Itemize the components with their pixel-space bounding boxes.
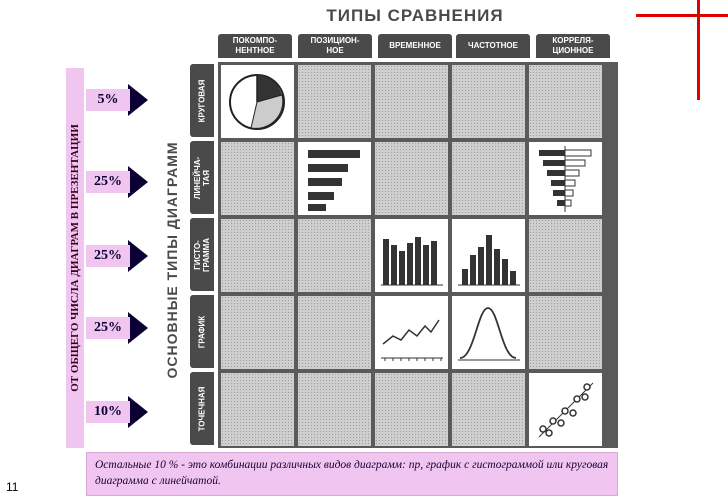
cell-bar-positional — [298, 142, 371, 215]
cell-pie-correlation — [529, 65, 602, 138]
cell-bar-temporal — [375, 142, 448, 215]
cell-pie-component — [221, 65, 294, 138]
main-chart-types-text: ОСНОВНЫЕ ТИПЫ ДИАГРАММ — [164, 141, 180, 379]
column-header-frequency: ЧАСТОТНОЕ — [456, 34, 530, 58]
main-chart-types-title: ОСНОВНЫЕ ТИПЫ ДИАГРАММ — [160, 70, 184, 450]
percentage-label: 25% — [86, 317, 130, 339]
decorative-red-horizontal-line — [636, 14, 728, 17]
cell-histogram-frequency — [452, 219, 525, 292]
presentation-share-text: ОТ ОБЩЕГО ЧИСЛА ДИАГРАМ В ПРЕЗЕНТАЦИИ — [69, 124, 81, 392]
column-header-temporal: ВРЕМЕННОЕ — [378, 34, 452, 58]
percentage-label: 5% — [86, 89, 130, 111]
footer-note: Остальные 10 % - это комбинации различны… — [86, 452, 618, 496]
scatter-plot-icon — [538, 382, 594, 438]
column-header-positional: ПОЗИЦИОН- НОЕ — [298, 34, 372, 58]
page-number: 11 — [6, 480, 19, 494]
bell-curve-icon — [458, 307, 520, 361]
cell-pie-frequency — [452, 65, 525, 138]
percentage-arrow-scatter: 10% — [86, 396, 150, 428]
percentage-arrow-pie: 5% — [86, 84, 150, 116]
row-header-line: ГРАФИК — [190, 295, 214, 368]
column-header-component: ПОКОМПО- НЕНТНОЕ — [218, 34, 292, 58]
row-label: ГИСТО- ГРАММА — [193, 237, 211, 272]
diagram-title: ТИПЫ СРАВНЕНИЯ — [326, 6, 504, 25]
column-chart-icon — [381, 237, 443, 286]
cell-bar-correlation — [529, 142, 602, 215]
cell-histogram-temporal — [375, 219, 448, 292]
paired-bar-chart-icon — [539, 146, 592, 212]
cell-scatter-temporal — [375, 373, 448, 446]
row-label: ТОЧЕЧНАЯ — [197, 386, 207, 431]
cell-bar-frequency — [452, 142, 525, 215]
row-header-bar: ЛИНЕЙЧА- ТАЯ — [190, 141, 214, 214]
cell-line-frequency — [452, 296, 525, 369]
cell-histogram-positional — [298, 219, 371, 292]
row-label: ЛИНЕЙЧА- ТАЯ — [193, 156, 211, 199]
row-header-scatter: ТОЧЕЧНАЯ — [190, 372, 214, 445]
cell-histogram-component — [221, 219, 294, 292]
pie-chart-icon — [229, 74, 285, 130]
cell-scatter-frequency — [452, 373, 525, 446]
cell-line-temporal — [375, 296, 448, 369]
horizontal-bar-chart-icon — [308, 150, 360, 211]
row-label: ГРАФИК — [197, 315, 207, 348]
footer-text: Остальные 10 % - это комбинации различны… — [95, 459, 609, 487]
cell-line-component — [221, 296, 294, 369]
cell-bar-component — [221, 142, 294, 215]
decorative-red-vertical-line — [697, 0, 700, 100]
cell-histogram-correlation — [529, 219, 602, 292]
percentage-arrow-histogram: 25% — [86, 240, 150, 272]
percentage-arrow-line: 25% — [86, 312, 150, 344]
cell-scatter-correlation — [529, 373, 602, 446]
cell-line-positional — [298, 296, 371, 369]
percentage-arrow-bar: 25% — [86, 166, 150, 198]
row-label: КРУГОВАЯ — [197, 79, 207, 122]
cell-line-correlation — [529, 296, 602, 369]
histogram-icon — [458, 235, 520, 286]
cell-pie-temporal — [375, 65, 448, 138]
line-chart-icon — [381, 319, 443, 361]
column-header-correlation: КОРРЕЛЯ- ЦИОННОЕ — [536, 34, 610, 58]
percentage-label: 10% — [86, 401, 130, 423]
percentage-label: 25% — [86, 171, 130, 193]
comparison-grid — [218, 62, 618, 448]
percentage-label: 25% — [86, 245, 130, 267]
presentation-share-label: ОТ ОБЩЕГО ЧИСЛА ДИАГРАМ В ПРЕЗЕНТАЦИИ — [66, 68, 84, 448]
row-header-pie: КРУГОВАЯ — [190, 64, 214, 137]
cell-scatter-component — [221, 373, 294, 446]
row-header-histogram: ГИСТО- ГРАММА — [190, 218, 214, 291]
cell-scatter-positional — [298, 373, 371, 446]
cell-pie-positional — [298, 65, 371, 138]
